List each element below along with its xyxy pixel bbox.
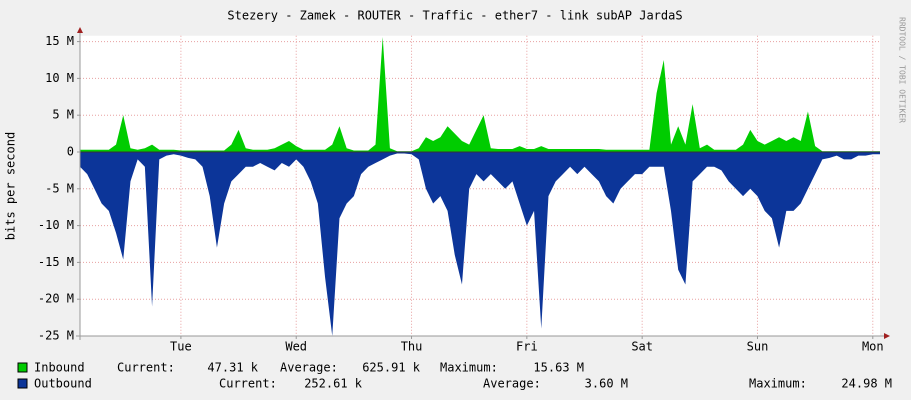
legend-stat-value: 625.91 k	[362, 361, 421, 375]
y-tick-label: -25 M	[38, 329, 74, 343]
legend-stat-value: 47.31 k	[207, 361, 258, 375]
legend-stat-value: 24.98 M	[841, 377, 892, 391]
x-tick-label: Sun	[747, 340, 769, 354]
y-axis-arrow	[77, 27, 83, 33]
legend-stat-label: Average:	[483, 377, 541, 391]
y-tick-label: 15 M	[45, 34, 74, 48]
y-tick-label: -20 M	[38, 292, 74, 306]
watermark: RRDTOOL / TOBI OETIKER	[898, 17, 907, 123]
x-tick-label: Tue	[170, 340, 192, 354]
chart-title: Stezery - Zamek - ROUTER - Traffic - eth…	[227, 9, 682, 23]
legend-swatch	[17, 362, 28, 373]
legend-label: Inbound	[34, 361, 85, 375]
legend-swatch	[17, 378, 28, 389]
areas	[80, 36, 880, 336]
legend-stat-label: Current:	[117, 361, 175, 375]
y-axis-label: bits per second	[4, 132, 18, 240]
x-axis-arrow	[884, 333, 890, 339]
x-tick-label: Wed	[285, 340, 307, 354]
legend-stat-value: 3.60 M	[585, 377, 628, 391]
legend-stat-value: 15.63 M	[533, 361, 584, 375]
y-tick-label: 0	[67, 144, 74, 158]
area	[80, 151, 880, 336]
legend-stat-label: Average:	[280, 361, 338, 375]
y-tick-label: 5 M	[52, 108, 74, 122]
legend-stat-label: Current:	[219, 377, 277, 391]
legend-label: Outbound	[34, 377, 92, 391]
x-tick-label: Fri	[516, 340, 538, 354]
x-tick-label: Mon	[862, 340, 884, 354]
x-tick-label: Sat	[631, 340, 653, 354]
y-tick-label: 10 M	[45, 71, 74, 85]
y-tick-label: -5 M	[45, 181, 74, 195]
legend-stat-label: Maximum:	[440, 361, 498, 375]
x-tick-label: Thu	[401, 340, 423, 354]
legend-stat-value: 252.61 k	[304, 377, 363, 391]
y-tick-label: -10 M	[38, 218, 74, 232]
area	[80, 36, 880, 152]
legend-stat-label: Maximum:	[749, 377, 807, 391]
y-tick-label: -15 M	[38, 255, 74, 269]
